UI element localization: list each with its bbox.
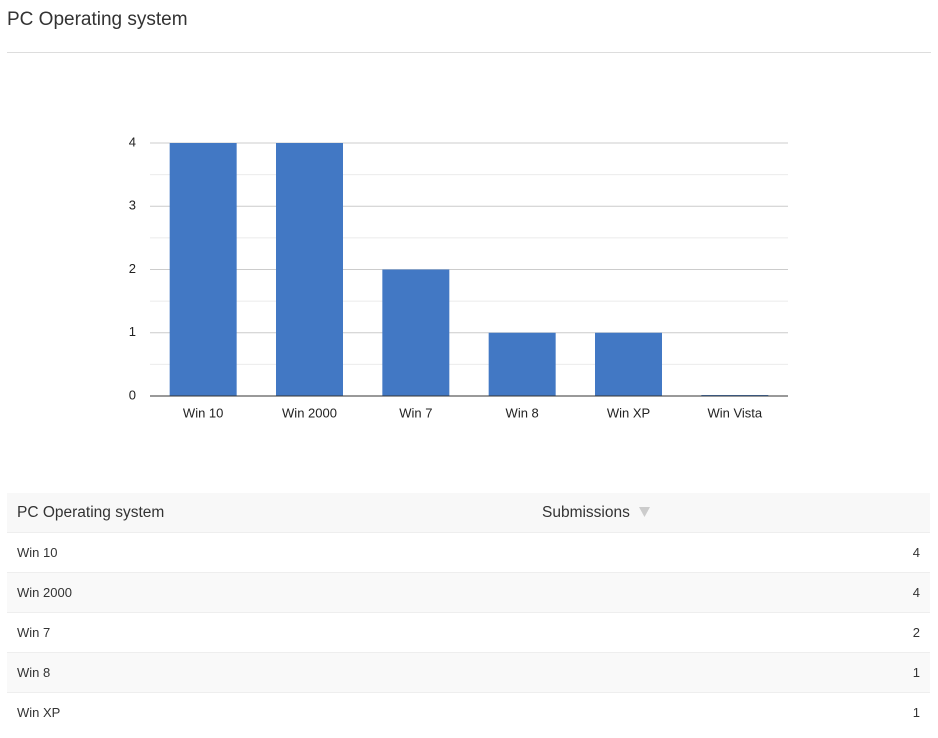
header-row: PC Operating system Submissions (7, 493, 930, 533)
table-body: Win 10 4 Win 2000 4 Win 7 2 Win 8 1 Win XP 1 (7, 532, 930, 732)
table-cell: Win 2000 (7, 572, 542, 613)
table-row: Win XP 1 (7, 692, 930, 732)
x-tick-label: Win 7 (399, 405, 432, 420)
table-cell: Win 8 (7, 652, 542, 693)
table-row: Win 2000 4 (7, 572, 930, 613)
y-tick-label: 0 (129, 387, 136, 402)
table-cell: 4 (542, 572, 930, 613)
bar (595, 332, 662, 396)
data-table: PC Operating system Submissions Win 10 4 W… (7, 493, 930, 732)
x-tick-label: Win 8 (506, 405, 539, 420)
table-row: Win 10 4 (7, 532, 930, 573)
table-cell: 1 (542, 692, 930, 732)
bar (382, 269, 450, 396)
divider (7, 52, 931, 53)
x-tick-label: Win 10 (183, 405, 223, 420)
chart: 0 1 2 3 4 Win 10 Win 2000 Win 7 Win 8 Win XP Win V… (129, 134, 788, 420)
sort-icon (639, 507, 651, 518)
x-tick-label: Win XP (607, 405, 650, 420)
table-cell: Win 10 (7, 532, 542, 573)
y-tick-label: 2 (129, 261, 136, 276)
table-cell: 2 (542, 612, 930, 653)
column-header: PC Operating system (7, 493, 542, 533)
bar (169, 143, 237, 396)
section-title: PC Operating system (7, 9, 188, 30)
table-cell: 1 (542, 652, 930, 693)
x-tick-label: Win 2000 (282, 405, 337, 420)
column-label: Submissions (542, 503, 630, 521)
bar (488, 332, 556, 396)
column-header[interactable]: Submissions (542, 493, 930, 533)
table-cell: Win 7 (7, 612, 542, 653)
table-cell: Win XP (7, 692, 542, 732)
x-tick-label: Win Vista (707, 405, 762, 420)
bar (276, 143, 343, 396)
table-cell: 4 (542, 532, 930, 573)
y-tick-label: 1 (129, 324, 136, 339)
y-tick-label: 4 (129, 134, 136, 149)
y-tick-label: 3 (129, 198, 136, 213)
